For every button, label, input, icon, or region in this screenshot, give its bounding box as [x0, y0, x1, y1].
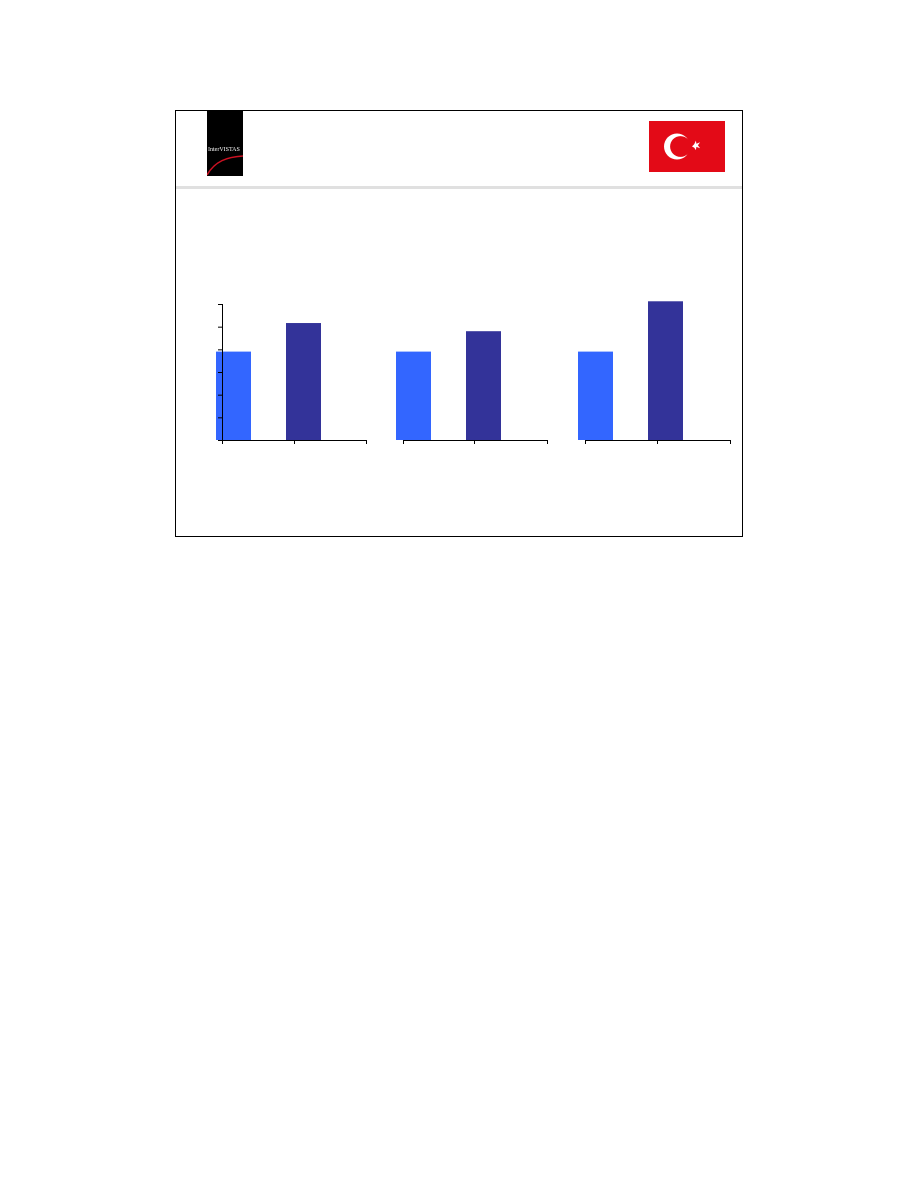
bar-chart — [216, 301, 731, 444]
header-divider — [176, 186, 742, 189]
intervistas-logo: InterVISTAS — [207, 111, 243, 176]
bar-group2-bar1 — [396, 351, 431, 440]
logo-swoosh-icon — [207, 155, 243, 176]
bar-group3-bar1 — [578, 351, 613, 440]
bar-group2-bar2 — [466, 331, 501, 440]
bar-group3-bar2 — [648, 301, 683, 440]
logo-text: InterVISTAS — [208, 147, 240, 153]
bar-group1-bar1 — [216, 351, 251, 440]
turkey-flag-icon — [649, 121, 725, 172]
bar-group1-bar2 — [286, 323, 321, 440]
slide: InterVISTAS — [175, 110, 743, 537]
